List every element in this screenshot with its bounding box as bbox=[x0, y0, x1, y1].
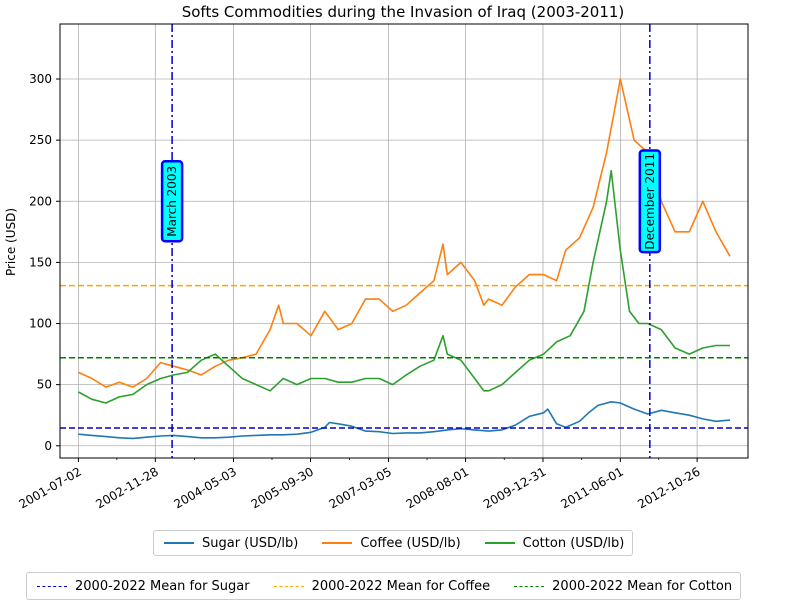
series-line-coffee bbox=[78, 78, 731, 388]
series-legend-swatch-1 bbox=[322, 542, 353, 544]
event-label-0: March 2003 bbox=[165, 166, 179, 237]
series-legend-label-0: Sugar (USD/lb) bbox=[202, 535, 299, 551]
series-legend-entry-2: Cotton (USD/lb) bbox=[479, 535, 625, 551]
x-tick-label-8: 2012-10-26 bbox=[635, 464, 702, 511]
y-tick-label-4: 200 bbox=[29, 194, 52, 208]
series-legend: Sugar (USD/lb) Coffee (USD/lb) Cotton (USD… bbox=[153, 530, 634, 556]
y-tick-label-3: 150 bbox=[29, 255, 52, 269]
series-legend-label-2: Cotton (USD/lb) bbox=[522, 535, 625, 551]
mean-lines-legend: 2000-2022 Mean for Sugar 2000-2022 Mean f… bbox=[26, 572, 742, 600]
x-tick-label-4: 2007-03-05 bbox=[327, 464, 394, 511]
series-legend-entry-1: Coffee (USD/lb) bbox=[316, 535, 461, 551]
event-label-1: December 2011 bbox=[643, 153, 657, 250]
mean-legend-entry-1: 2000-2022 Mean for Coffee bbox=[268, 578, 491, 594]
series-legend-swatch-0 bbox=[164, 542, 194, 544]
x-tick-label-1: 2002-11-28 bbox=[93, 464, 160, 511]
x-tick-label-2: 2004-05-03 bbox=[172, 464, 239, 511]
mean-legend-swatch-1 bbox=[273, 585, 304, 587]
mean-legend-label-2: 2000-2022 Mean for Cotton bbox=[552, 578, 733, 594]
event-label-box-0 bbox=[160, 160, 184, 243]
mean-legend-swatch-2 bbox=[514, 585, 545, 587]
mean-legend-entry-2: 2000-2022 Mean for Cotton bbox=[508, 579, 732, 594]
chart-title: Softs Commodities during the Invasion of… bbox=[182, 3, 625, 21]
series-line-cotton bbox=[78, 169, 730, 404]
series-legend-entry-0: Sugar (USD/lb) bbox=[158, 536, 298, 551]
y-tick-label-2: 100 bbox=[29, 317, 52, 331]
y-tick-label-0: 0 bbox=[44, 439, 52, 453]
y-tick-label-5: 250 bbox=[29, 133, 52, 147]
y-tick-label-6: 300 bbox=[29, 72, 52, 86]
event-label-box-1 bbox=[638, 149, 662, 254]
mean-legend-label-0: 2000-2022 Mean for Sugar bbox=[75, 578, 250, 594]
series-legend-label-1: Coffee (USD/lb) bbox=[360, 535, 461, 551]
mean-legend-entry-0: 2000-2022 Mean for Sugar bbox=[31, 579, 250, 594]
mean-legend-label-1: 2000-2022 Mean for Coffee bbox=[311, 578, 491, 594]
series-legend-swatch-2 bbox=[484, 542, 515, 544]
y-tick-label-1: 50 bbox=[37, 378, 52, 392]
series-line-sugar bbox=[78, 400, 731, 440]
plot-frame bbox=[59, 23, 749, 459]
x-tick-label-3: 2005-09-30 bbox=[249, 464, 316, 511]
y-axis-label: Price (USD) bbox=[4, 208, 18, 276]
x-tick-label-6: 2009-12-31 bbox=[481, 464, 548, 511]
x-tick-label-0: 2001-07-02 bbox=[17, 464, 84, 511]
x-tick-label-5: 2008-08-01 bbox=[404, 464, 471, 511]
x-tick-label-7: 2011-06-01 bbox=[558, 464, 625, 511]
mean-legend-swatch-0 bbox=[37, 585, 67, 587]
